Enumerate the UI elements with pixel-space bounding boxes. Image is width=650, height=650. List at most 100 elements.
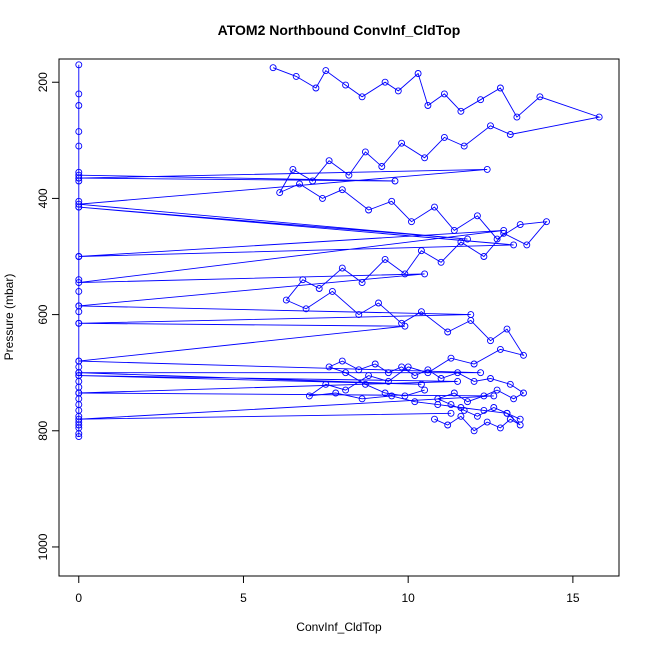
data-point (483, 418, 491, 426)
data-point (355, 366, 363, 374)
x-tick-label: 15 (566, 591, 580, 605)
data-point (431, 203, 438, 211)
data-point (457, 412, 465, 420)
data-point (516, 421, 524, 429)
data-point (398, 139, 406, 147)
data-point (381, 78, 389, 86)
data-point (302, 305, 310, 313)
data-point (378, 163, 386, 170)
data-point (411, 398, 419, 406)
data-point (434, 395, 442, 403)
data-point (408, 218, 415, 226)
data-point (75, 433, 83, 441)
data-point (500, 229, 508, 237)
data-point (361, 148, 369, 156)
data-point (457, 107, 465, 115)
data-point (358, 279, 366, 287)
data-point (510, 241, 518, 249)
data-point (75, 61, 83, 69)
data-point (319, 194, 326, 202)
data-point (414, 70, 422, 77)
data-point (375, 299, 382, 307)
data-point (454, 377, 462, 385)
data-point (470, 360, 478, 368)
data-point (506, 380, 514, 388)
data-point (523, 241, 531, 249)
data-point (394, 87, 402, 95)
data-point (338, 264, 346, 272)
data-point (470, 427, 478, 435)
data-point (421, 270, 429, 278)
data-point (75, 102, 83, 109)
data-point (457, 238, 465, 246)
x-tick-label: 5 (240, 591, 247, 605)
data-point (464, 398, 471, 406)
data-point (424, 102, 432, 109)
data-point (496, 84, 504, 92)
data-point (365, 372, 373, 380)
data-point (506, 415, 514, 423)
data-point (450, 389, 458, 397)
data-point (325, 157, 333, 165)
y-tick-label: 200 (36, 72, 50, 92)
data-point (315, 285, 323, 292)
data-point (493, 386, 501, 394)
data-point (75, 302, 83, 310)
data-point (299, 276, 307, 284)
data-point (75, 389, 83, 397)
data-point (487, 337, 494, 345)
data-point (355, 311, 363, 319)
data-point (361, 380, 369, 388)
data-point (75, 430, 83, 438)
data-point (332, 389, 340, 397)
chart-title: ATOM2 Northbound ConvInf_CldTop (218, 22, 461, 38)
data-point (516, 221, 524, 229)
data-point (421, 154, 429, 162)
data-point (312, 84, 320, 92)
data-point (381, 255, 389, 263)
data-point (338, 357, 346, 365)
data-point (417, 308, 425, 316)
data-point (543, 218, 550, 226)
data-point (404, 363, 412, 371)
data-point (75, 174, 83, 182)
data-point (75, 287, 83, 295)
y-axis: 200 400 600 800 1000 (36, 72, 60, 560)
data-point (401, 392, 409, 400)
data-point (460, 406, 468, 414)
data-point (398, 319, 406, 327)
y-tick-label: 800 (36, 420, 50, 440)
data-point (460, 142, 468, 150)
data-point (365, 206, 373, 214)
y-tick-label: 600 (36, 304, 50, 324)
data-point (345, 171, 353, 179)
data-layer (75, 61, 603, 441)
data-point (296, 180, 303, 188)
data-point (338, 186, 346, 194)
data-point (322, 380, 330, 388)
x-tick-label: 0 (75, 591, 82, 605)
data-point (282, 296, 290, 304)
data-point (440, 133, 448, 141)
data-point (480, 406, 488, 414)
data-point (496, 345, 504, 353)
data-point (444, 328, 452, 336)
data-point (595, 113, 603, 121)
data-point (75, 203, 83, 211)
data-point (384, 377, 392, 385)
data-point (328, 287, 336, 295)
data-point (75, 90, 83, 98)
data-point (342, 386, 350, 394)
data-point (75, 357, 83, 365)
data-point (487, 375, 494, 382)
y-tick-label: 400 (36, 188, 50, 208)
data-point (371, 360, 379, 368)
data-point (305, 392, 313, 400)
data-point (444, 421, 452, 429)
data-point (424, 366, 432, 374)
data-point (388, 392, 396, 400)
data-point (269, 64, 277, 72)
data-point (325, 363, 333, 371)
data-point (503, 409, 511, 417)
